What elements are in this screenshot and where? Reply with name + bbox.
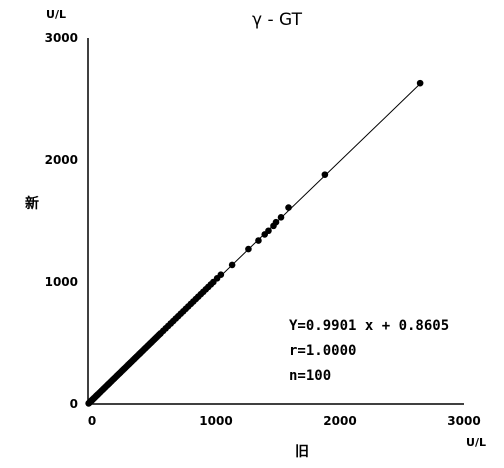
x-tick-label-2000: 2000: [323, 414, 356, 428]
data-point: [245, 245, 252, 253]
x-tick-label-1000: 1000: [199, 414, 232, 428]
data-point: [277, 214, 285, 221]
y-axis-label: 新: [25, 195, 39, 212]
regression-equation: Y=0.9901 x + 0.8605: [289, 318, 449, 334]
data-point: [255, 237, 262, 244]
data-point: [416, 79, 424, 87]
x-axis-label: 旧: [295, 444, 309, 460]
plot-area: [85, 38, 464, 407]
correlation-coefficient: r=1.0000: [289, 343, 356, 359]
y-tick-label-1000: 1000: [45, 275, 78, 289]
data-point: [265, 227, 272, 235]
data-points: [85, 79, 424, 407]
stats-annotation: Y=0.9901 x + 0.8605 r=1.0000 n=100: [289, 318, 449, 384]
y-tick-labels: 0 1000 2000 3000: [45, 31, 78, 411]
data-point: [217, 271, 225, 278]
x-tick-label-0: 0: [88, 414, 96, 428]
data-point: [228, 261, 236, 269]
x-tick-label-3000: 3000: [447, 414, 480, 428]
sample-count: n=100: [289, 368, 331, 384]
chart-title: γ - GT: [252, 10, 303, 30]
y-tick-label-0: 0: [70, 397, 78, 411]
data-point: [321, 171, 329, 178]
y-tick-label-2000: 2000: [45, 153, 78, 167]
y-tick-label-3000: 3000: [45, 31, 78, 45]
data-point: [285, 204, 292, 211]
y-axis-unit: U/L: [46, 8, 66, 21]
x-tick-labels: 0 1000 2000 3000: [88, 414, 481, 428]
data-point: [272, 218, 280, 226]
x-axis-unit: U/L: [466, 436, 486, 449]
